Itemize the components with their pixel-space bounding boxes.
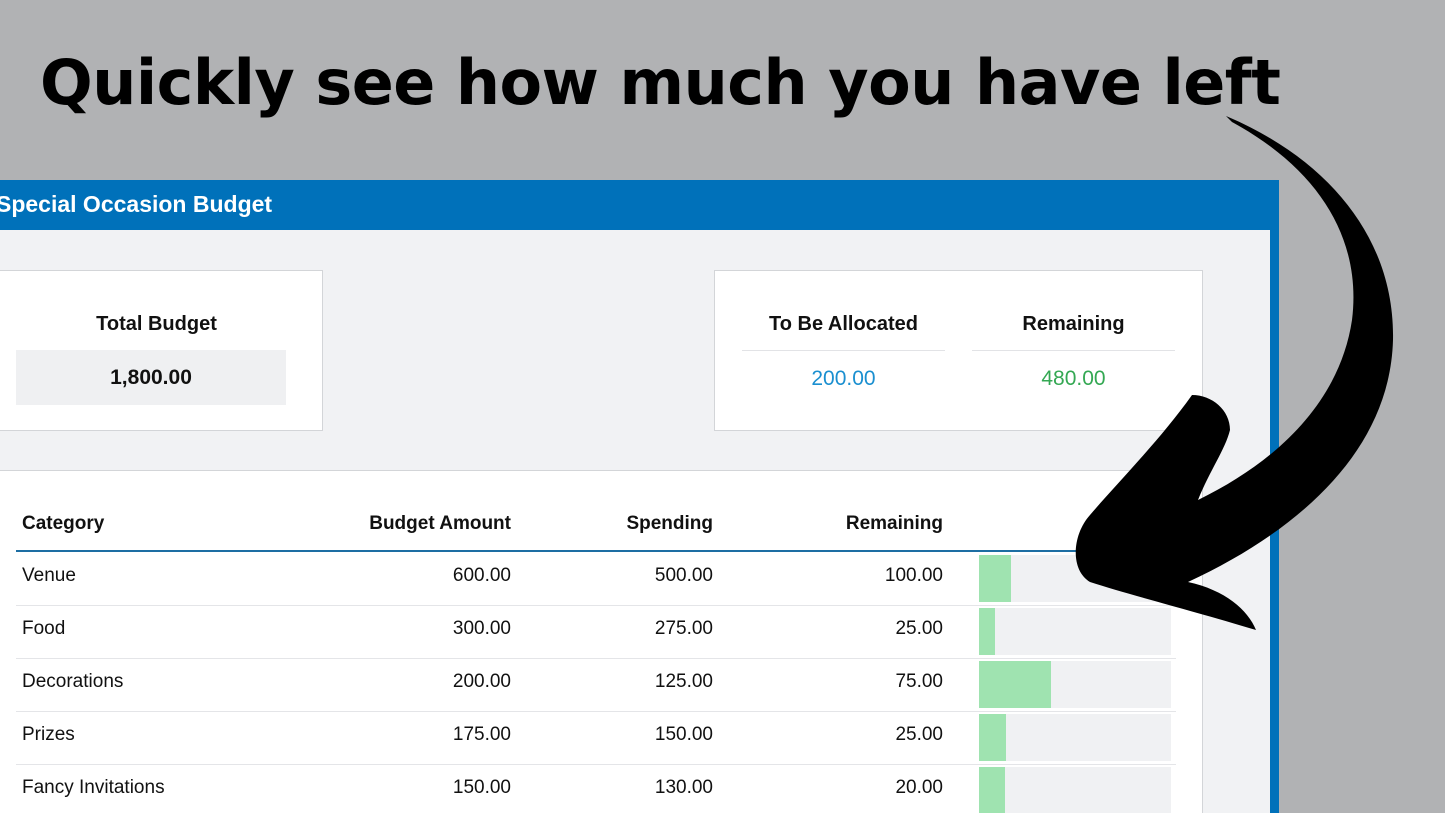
remaining-bar xyxy=(979,767,1171,813)
to-be-allocated-column: To Be Allocated 200.00 xyxy=(742,271,945,430)
cell-category[interactable]: Venue xyxy=(22,565,76,586)
cell-budget-amount[interactable]: 150.00 xyxy=(452,777,511,798)
cell-spending[interactable]: 500.00 xyxy=(654,565,713,586)
to-be-allocated-value: 200.00 xyxy=(811,367,876,390)
table-row: Decorations 200.00 125.00 75.00 xyxy=(16,658,1176,712)
budget-table: Category Budget Amount Spending Remainin… xyxy=(0,470,1203,813)
header-category: Category xyxy=(22,513,105,534)
table-row: Fancy Invitations 150.00 130.00 20.00 xyxy=(16,764,1176,813)
cell-remaining: 75.00 xyxy=(895,671,943,692)
budget-window: Special Occasion Budget Total Budget 1,8… xyxy=(0,180,1279,813)
remaining-bar-fill xyxy=(979,555,1011,602)
cell-spending[interactable]: 125.00 xyxy=(654,671,713,692)
header-remaining: Remaining xyxy=(845,513,943,534)
header-spending: Spending xyxy=(626,513,713,534)
cell-spending[interactable]: 150.00 xyxy=(654,724,713,745)
cell-remaining: 100.00 xyxy=(884,565,943,586)
remaining-bar-fill xyxy=(979,661,1051,708)
cell-budget-amount[interactable]: 300.00 xyxy=(452,618,511,639)
cell-category[interactable]: Prizes xyxy=(22,724,75,745)
remaining-bar xyxy=(979,661,1171,708)
cell-spending[interactable]: 130.00 xyxy=(654,777,713,798)
total-budget-value[interactable]: 1,800.00 xyxy=(16,350,286,405)
cell-budget-amount[interactable]: 600.00 xyxy=(452,565,511,586)
table-row: Prizes 175.00 150.00 25.00 xyxy=(16,711,1176,765)
divider xyxy=(742,350,945,351)
remaining-bar xyxy=(979,608,1171,655)
remaining-bar-fill xyxy=(979,608,995,655)
remaining-bar xyxy=(979,714,1171,761)
cell-category[interactable]: Fancy Invitations xyxy=(22,777,165,798)
remaining-label: Remaining xyxy=(1022,313,1125,335)
cell-remaining: 25.00 xyxy=(895,724,943,745)
window-titlebar: Special Occasion Budget xyxy=(0,180,1279,230)
header-budget-amount: Budget Amount xyxy=(369,513,511,534)
total-budget-card: Total Budget 1,800.00 xyxy=(0,270,323,431)
sheet-area: Total Budget 1,800.00 To Be Allocated 20… xyxy=(0,230,1270,813)
window-title: Special Occasion Budget xyxy=(0,191,273,217)
divider xyxy=(972,350,1175,351)
remaining-column: Remaining 480.00 xyxy=(972,271,1175,430)
cell-budget-amount[interactable]: 200.00 xyxy=(452,671,511,692)
remaining-bar-fill xyxy=(979,767,1005,813)
cell-category[interactable]: Decorations xyxy=(22,671,124,692)
cell-category[interactable]: Food xyxy=(22,618,66,639)
cell-spending[interactable]: 275.00 xyxy=(654,618,713,639)
table-row: Food 300.00 275.00 25.00 xyxy=(16,605,1176,659)
total-budget-label: Total Budget xyxy=(96,313,217,335)
to-be-allocated-label: To Be Allocated xyxy=(769,313,918,335)
table-header: Category Budget Amount Spending Remainin… xyxy=(16,501,1176,552)
headline: Quickly see how much you have left xyxy=(40,46,1281,119)
cell-remaining: 25.00 xyxy=(895,618,943,639)
summary-card: To Be Allocated 200.00 Remaining 480.00 xyxy=(714,270,1203,431)
remaining-value: 480.00 xyxy=(1041,367,1106,390)
cell-remaining: 20.00 xyxy=(895,777,943,798)
remaining-bar-fill xyxy=(979,714,1007,761)
cell-budget-amount[interactable]: 175.00 xyxy=(452,724,511,745)
remaining-bar xyxy=(979,555,1171,602)
table-row: Venue 600.00 500.00 100.00 xyxy=(16,552,1176,606)
